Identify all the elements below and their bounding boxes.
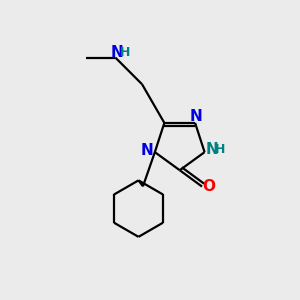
Text: N: N	[206, 142, 218, 157]
Text: N: N	[110, 45, 123, 60]
Text: O: O	[202, 179, 215, 194]
Text: N: N	[189, 109, 202, 124]
Text: H: H	[120, 46, 130, 59]
Text: H: H	[215, 143, 225, 156]
Text: N: N	[140, 143, 153, 158]
